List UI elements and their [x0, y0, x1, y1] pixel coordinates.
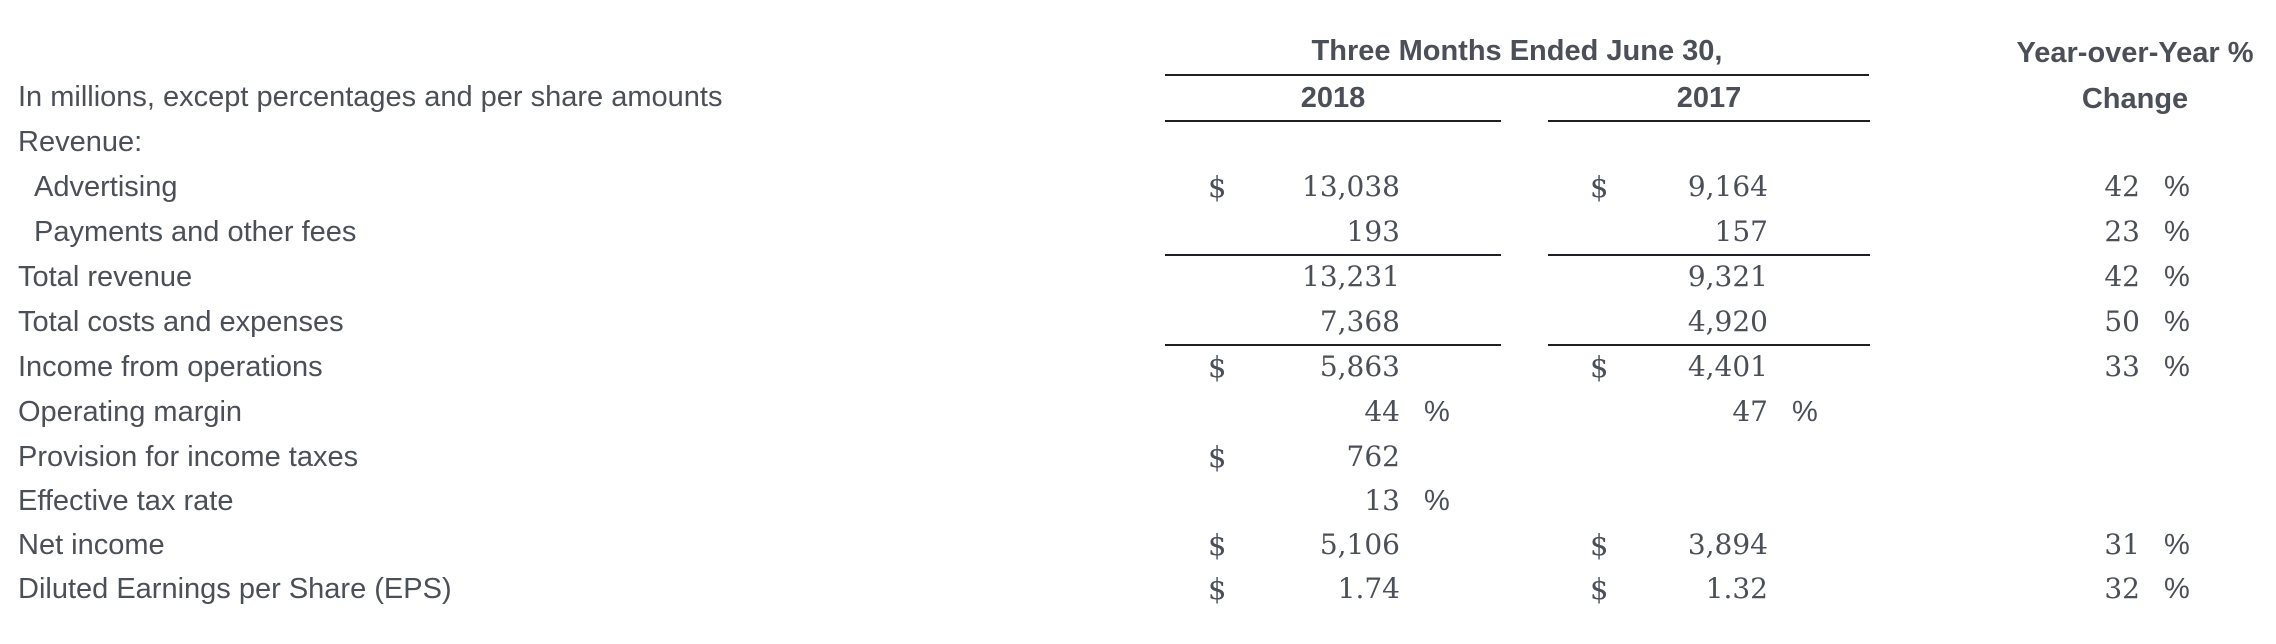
yoy-change-value: 42	[2104, 260, 2140, 293]
table-row-payments: Payments and other fees 193 157 23 %	[0, 210, 2276, 254]
dollar-sign-2017: $	[1590, 170, 1609, 204]
dollar-sign-2018: $	[1208, 572, 1227, 606]
units-note-label: In millions, except percentages and per …	[18, 81, 723, 113]
value-2018: 762	[1346, 440, 1400, 473]
row-label: Diluted Earnings per Share (EPS)	[18, 573, 452, 605]
value-2018: 44	[1364, 395, 1400, 428]
column-header-2017: 2017	[1676, 82, 1742, 114]
table-row-effective-tax-rate: Effective tax rate 13 %	[0, 479, 2276, 523]
yoy-change-value: 32	[2104, 572, 2140, 605]
value-2018: 5,863	[1319, 350, 1400, 383]
row-label: Income from operations	[18, 351, 323, 383]
subtotal-rule-2017	[1548, 344, 1870, 346]
subtotal-rule-2017	[1548, 254, 1870, 256]
value-2017: 9,164	[1687, 170, 1768, 203]
value-2018: 193	[1346, 215, 1400, 248]
table-row-costs-expenses: Total costs and expenses 7,368 4,920 50 …	[0, 300, 2276, 344]
units-note: In millions, except percentages and per …	[0, 75, 2276, 119]
subtotal-rule-2018	[1165, 254, 1501, 256]
yoy-change-value: 31	[2104, 528, 2140, 561]
row-label: Revenue:	[18, 126, 143, 158]
row-label: Total revenue	[18, 261, 193, 293]
table-row-net-income: Net income $ 5,106 $ 3,894 31 %	[0, 523, 2276, 567]
table-row-provision-taxes: Provision for income taxes $ 762	[0, 435, 2276, 479]
yoy-change-value: 42	[2104, 170, 2140, 203]
table-row-income-operations: Income from operations $ 5,863 $ 4,401 3…	[0, 345, 2276, 389]
value-2018: 7,368	[1319, 305, 1400, 338]
row-label: Advertising	[34, 171, 178, 203]
table-row-total-revenue: Total revenue 13,231 9,321 42 %	[0, 255, 2276, 299]
percent-sign-yoy: %	[2164, 171, 2190, 203]
value-2017: 3,894	[1687, 528, 1768, 561]
table-row-operating-margin: Operating margin 44 % 47 %	[0, 390, 2276, 434]
yoy-change-value: 33	[2104, 350, 2140, 383]
dollar-sign-2018: $	[1208, 528, 1227, 562]
dollar-sign-2017: $	[1590, 350, 1609, 384]
row-label: Effective tax rate	[18, 485, 234, 517]
row-label: Net income	[18, 529, 165, 561]
dollar-sign-2018: $	[1208, 440, 1227, 474]
row-label: Provision for income taxes	[18, 441, 359, 473]
value-2018: 5,106	[1319, 528, 1400, 561]
rule-under-group-header	[1165, 74, 1869, 76]
percent-sign-2018: %	[1424, 396, 1450, 428]
value-2018: 13,038	[1302, 170, 1400, 203]
value-2017: 9,321	[1687, 260, 1768, 293]
row-label: Total costs and expenses	[18, 306, 344, 338]
value-2018: 1.74	[1337, 572, 1400, 605]
percent-sign-yoy: %	[2164, 261, 2190, 293]
value-2017: 157	[1714, 215, 1768, 248]
percent-sign-yoy: %	[2164, 529, 2190, 561]
percent-sign-yoy: %	[2164, 573, 2190, 605]
yoy-header-line1: Year-over-Year %	[2016, 37, 2254, 69]
row-label: Operating margin	[18, 396, 243, 428]
table-row-revenue-heading: Revenue:	[0, 120, 2276, 164]
row-label: Payments and other fees	[34, 216, 357, 248]
percent-sign-2018: %	[1424, 485, 1450, 517]
percent-sign-yoy: %	[2164, 306, 2190, 338]
table-row-advertising: Advertising $ 13,038 $ 9,164 42 %	[0, 165, 2276, 209]
yoy-header-line2: Change	[2081, 83, 2189, 115]
percent-sign-yoy: %	[2164, 351, 2190, 383]
yoy-change-value: 23	[2104, 215, 2140, 248]
column-header-yoy: Year-over-Year % Change	[1990, 30, 2276, 122]
value-2017: 4,920	[1687, 305, 1768, 338]
dollar-sign-2018: $	[1208, 170, 1227, 204]
value-2018: 13	[1364, 484, 1400, 517]
value-2017: 1.32	[1705, 572, 1768, 605]
rule-under-2018-header	[1165, 120, 1501, 122]
percent-sign-yoy: %	[2164, 216, 2190, 248]
subtotal-rule-2018	[1165, 344, 1501, 346]
column-header-2018: 2018	[1300, 82, 1366, 114]
value-2017: 4,401	[1687, 350, 1768, 383]
value-2017: 47	[1732, 395, 1768, 428]
percent-sign-2017: %	[1792, 396, 1818, 428]
table-row-diluted-eps: Diluted Earnings per Share (EPS) $ 1.74 …	[0, 567, 2276, 611]
dollar-sign-2017: $	[1590, 572, 1609, 606]
dollar-sign-2017: $	[1590, 528, 1609, 562]
dollar-sign-2018: $	[1208, 350, 1227, 384]
column-header-group: Three Months Ended June 30,	[1311, 35, 1723, 67]
yoy-change-value: 50	[2104, 305, 2140, 338]
rule-under-2017-header	[1548, 120, 1870, 122]
value-2018: 13,231	[1302, 260, 1400, 293]
